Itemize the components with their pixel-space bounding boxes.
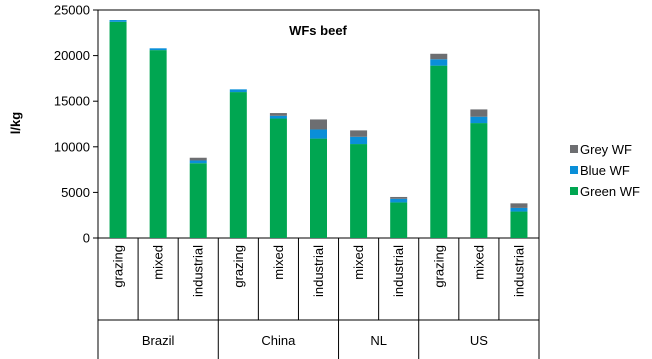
- y-tick-label: 5000: [61, 185, 90, 200]
- legend-swatch-green-wf: [570, 187, 578, 195]
- x-category-label: industrial: [391, 245, 406, 297]
- bar-segment-blue-wf: [510, 207, 528, 212]
- x-category-label: mixed: [351, 245, 366, 280]
- legend-swatch-blue-wf: [570, 166, 578, 174]
- x-group-label: Brazil: [142, 333, 175, 348]
- x-category-label: industrial: [511, 245, 526, 297]
- bar-segment-green-wf: [350, 144, 368, 238]
- y-axis-label: l/kg: [8, 112, 23, 134]
- bar-segment-grey-wf: [430, 53, 448, 60]
- bar-segment-blue-wf: [390, 198, 408, 203]
- y-tick-label: 10000: [54, 139, 90, 154]
- bar-segment-green-wf: [470, 123, 488, 238]
- legend-label-grey-wf: Grey WF: [580, 142, 632, 157]
- x-category-label: mixed: [271, 245, 286, 280]
- y-tick-label: 0: [83, 231, 90, 246]
- bar-segment-blue-wf: [430, 59, 448, 66]
- x-category-label: grazing: [231, 245, 246, 288]
- bar-segment-blue-wf: [310, 129, 327, 139]
- bar-segment-green-wf: [390, 202, 408, 238]
- bar-segment-grey-wf: [310, 119, 327, 130]
- bar-segment-green-wf: [430, 65, 448, 238]
- bar-segment-grey-wf: [470, 109, 488, 117]
- x-axis-group-labels: Brazil China NL US: [97, 320, 540, 359]
- bars: [109, 20, 528, 239]
- bar-segment-green-wf: [510, 211, 528, 238]
- x-category-label: mixed: [151, 245, 166, 280]
- bar-segment-green-wf: [269, 118, 287, 238]
- chart-title: WFs beef: [289, 23, 347, 38]
- x-group-label: US: [470, 333, 488, 348]
- x-category-label: industrial: [191, 245, 206, 297]
- legend-label-blue-wf: Blue WF: [580, 163, 630, 178]
- x-group-label: NL: [370, 333, 387, 348]
- x-category-label: grazing: [111, 245, 126, 288]
- x-axis-category-labels: grazing mixed industrial grazing mixed indust…: [97, 238, 540, 321]
- bar-segment-green-wf: [149, 50, 167, 239]
- legend-label-green-wf: Green WF: [580, 184, 640, 199]
- bar-segment-green-wf: [229, 92, 247, 238]
- bar-segment-grey-wf: [189, 157, 207, 161]
- y-tick-label: 25000: [54, 3, 90, 18]
- x-category-label: industrial: [311, 245, 326, 297]
- bar-segment-blue-wf: [149, 48, 167, 51]
- bar-segment-grey-wf: [350, 130, 368, 137]
- bar-segment-grey-wf: [390, 196, 408, 199]
- legend: Grey WF Blue WF Green WF: [570, 142, 640, 199]
- bar-segment-blue-wf: [269, 115, 287, 119]
- bar-segment-green-wf: [109, 21, 127, 238]
- bar-segment-blue-wf: [189, 160, 207, 164]
- bar-segment-blue-wf: [229, 89, 247, 93]
- x-category-label: grazing: [431, 245, 446, 288]
- x-group-label: China: [261, 333, 296, 348]
- bar-segment-green-wf: [310, 138, 327, 238]
- bar-segment-green-wf: [189, 163, 207, 238]
- x-category-label: mixed: [471, 245, 486, 280]
- legend-swatch-grey-wf: [570, 145, 578, 153]
- bar-segment-blue-wf: [109, 20, 127, 22]
- y-tick-label: 15000: [54, 94, 90, 109]
- bar-segment-grey-wf: [510, 203, 528, 208]
- bar-segment-blue-wf: [350, 136, 368, 145]
- y-tick-label: 20000: [54, 48, 90, 63]
- bar-segment-blue-wf: [470, 116, 488, 124]
- bar-segment-grey-wf: [269, 113, 287, 116]
- y-axis-ticks: 0 5000 10000 15000 20000 25000: [54, 3, 98, 246]
